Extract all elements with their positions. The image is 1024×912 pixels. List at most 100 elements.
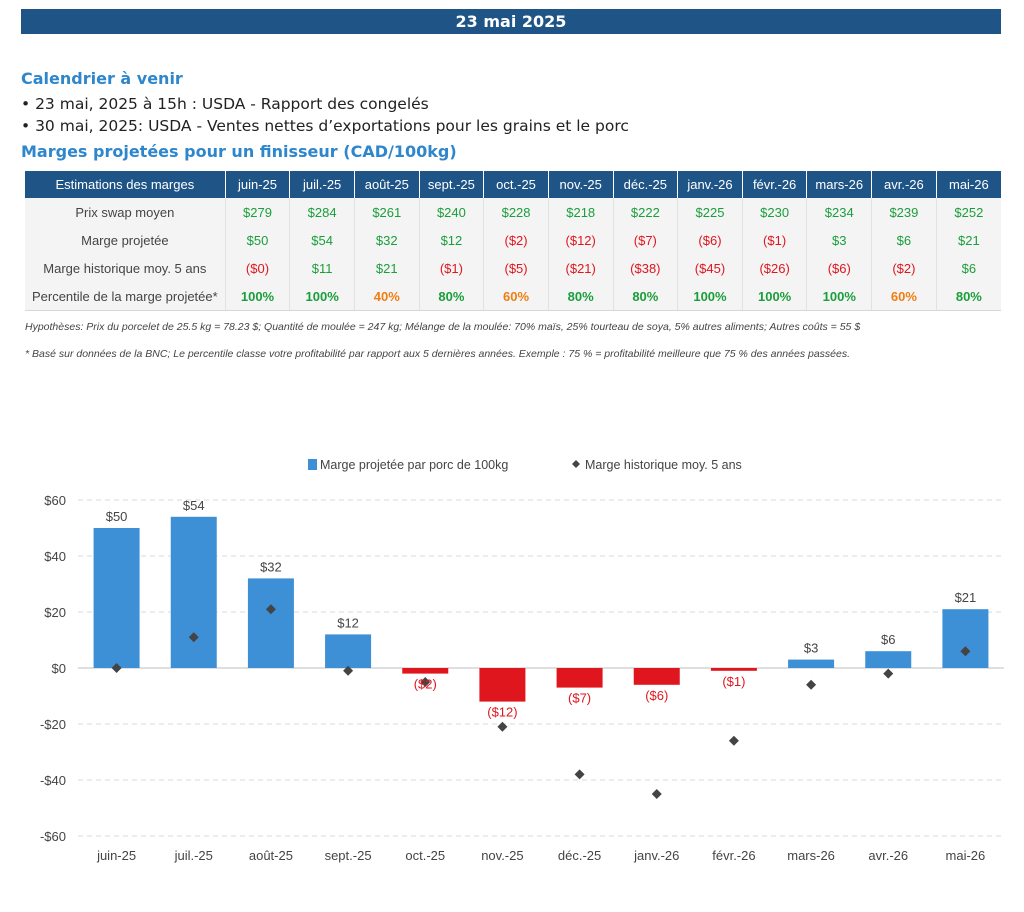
table-cell: $228: [483, 198, 549, 226]
table-row-label: Marge historique moy. 5 ans: [25, 254, 226, 282]
table-cell: $240: [418, 198, 484, 226]
table-cell: $234: [806, 198, 872, 226]
table-cell: ($1): [418, 254, 484, 282]
x-tick-label: mars-26: [787, 848, 835, 863]
table-cell: $252: [935, 198, 1001, 226]
table-cell: $218: [547, 198, 614, 226]
table-cell: ($5): [483, 254, 549, 282]
margins-title: Marges projetées pour un finisseur (CAD/…: [21, 142, 457, 161]
table-cell: $225: [677, 198, 743, 226]
table-row-label: Prix swap moyen: [25, 198, 226, 226]
table-month-header: avr.-26: [871, 171, 937, 198]
bar-data-label: ($1): [722, 674, 745, 689]
table-cell: $50: [224, 226, 290, 254]
y-tick-label: -$60: [40, 829, 66, 844]
hypotheses-note: Hypothèses: Prix du porcelet de 25.5 kg …: [25, 321, 861, 333]
bar-data-label: ($2): [414, 677, 437, 692]
historical-marker: [420, 677, 431, 687]
bar-data-label: $12: [337, 615, 359, 630]
bar: [633, 668, 680, 685]
table-cell: 80%: [935, 282, 1001, 311]
table-cell: 80%: [547, 282, 614, 311]
table-cell: 100%: [677, 282, 743, 311]
table-cell: $21: [353, 254, 420, 282]
calendar-item: • 23 mai, 2025 à 15h : USDA - Rapport de…: [21, 95, 429, 113]
bar: [479, 668, 526, 702]
table-cell: 80%: [612, 282, 678, 311]
table-cell: $6: [871, 226, 937, 254]
historical-marker: [728, 735, 739, 746]
table-cell: 40%: [353, 282, 420, 311]
bar-data-labels: $50 $54 $32 $12 ($2) ($12) ($7) ($6) ($1) $3 $6 $21: [106, 498, 977, 720]
y-axis: $60 $40 $20 $0 -$20 -$40 -$60: [40, 493, 66, 844]
table-month-header: janv.-26: [677, 171, 743, 198]
table-month-header: mars-26: [806, 171, 872, 198]
table-month-header: févr.-26: [741, 171, 807, 198]
table-cell: ($6): [677, 226, 743, 254]
table-header-row: Estimations des marges juin-25 juil.-25 ao…: [25, 171, 1001, 198]
table-cell: ($7): [612, 226, 678, 254]
bar-data-label: $32: [260, 559, 282, 574]
marker-series: [111, 604, 971, 799]
table-cell: ($12): [547, 226, 614, 254]
bar: [170, 516, 217, 668]
bar-data-label: $21: [955, 590, 977, 605]
legend-label: Marge projetée par porc de 100kg: [320, 458, 508, 472]
table-cell: $6: [935, 254, 1001, 282]
bar-data-label: $6: [881, 632, 895, 647]
table-cell: $11: [289, 254, 355, 282]
bar: [865, 651, 912, 668]
bar-data-label: $3: [804, 641, 818, 656]
historical-marker: [883, 668, 894, 679]
margin-chart: $60 $40 $20 $0 -$20 -$40 -$60 $50 $54 $32 $12 ($2)…: [40, 458, 1004, 863]
x-tick-label: avr.-26: [868, 848, 908, 863]
table-cell: $21: [935, 226, 1001, 254]
table-cell: 80%: [418, 282, 484, 311]
table-cell: $3: [806, 226, 872, 254]
table-cell: ($38): [612, 254, 678, 282]
table-cell: ($26): [741, 254, 807, 282]
table-cell: $261: [353, 198, 420, 226]
table-row: Prix swap moyen $279 $284 $261 $240 $228 $218 $…: [25, 198, 1001, 226]
table-month-header: juil.-25: [289, 171, 355, 198]
historical-marker: [806, 679, 817, 690]
percentile-footnote: * Basé sur données de la BNC; Le percent…: [25, 348, 851, 360]
table-row-label: Percentile de la marge projetée*: [25, 282, 226, 311]
table-cell: ($2): [483, 226, 549, 254]
chart-grid: [78, 499, 1004, 837]
historical-marker: [343, 665, 354, 676]
historical-marker: [960, 646, 971, 657]
y-tick-label: $60: [44, 493, 66, 508]
table-month-header: déc.-25: [612, 171, 678, 198]
table-cell: 60%: [871, 282, 937, 311]
bar: [710, 668, 757, 671]
table-cell: $222: [612, 198, 678, 226]
x-tick-label: oct.-25: [405, 848, 445, 863]
table-cell: $12: [418, 226, 484, 254]
bar-data-label: ($7): [568, 691, 591, 706]
historical-marker: [651, 789, 662, 799]
legend-label: Marge historique moy. 5 ans: [585, 458, 742, 472]
table-month-header: nov.-25: [547, 171, 614, 198]
historical-marker: [497, 721, 508, 732]
x-tick-label: févr.-26: [712, 848, 755, 863]
table-cell: $239: [871, 198, 937, 226]
y-tick-label: $0: [52, 661, 66, 676]
table-cell: $284: [289, 198, 355, 226]
table-corner-header: Estimations des marges: [25, 171, 226, 198]
table-month-header: mai-26: [935, 171, 1001, 198]
table-cell: 60%: [483, 282, 549, 311]
table-cell: 100%: [289, 282, 355, 311]
bar: [247, 578, 294, 668]
margins-table: Estimations des marges juin-25 juil.-25 ao…: [25, 171, 1001, 311]
x-tick-label: juin-25: [96, 848, 136, 863]
table-cell: ($2): [871, 254, 937, 282]
bar: [556, 668, 603, 688]
table-row: Marge historique moy. 5 ans ($0) $11 $21 ($1…: [25, 254, 1001, 282]
table-cell: $32: [353, 226, 420, 254]
chart-legend: Marge projetée par porc de 100kg Marge hi…: [308, 458, 742, 472]
x-tick-label: juil.-25: [174, 848, 213, 863]
x-tick-label: mai-26: [946, 848, 986, 863]
table-cell: $279: [224, 198, 290, 226]
table-cell: ($6): [806, 254, 872, 282]
